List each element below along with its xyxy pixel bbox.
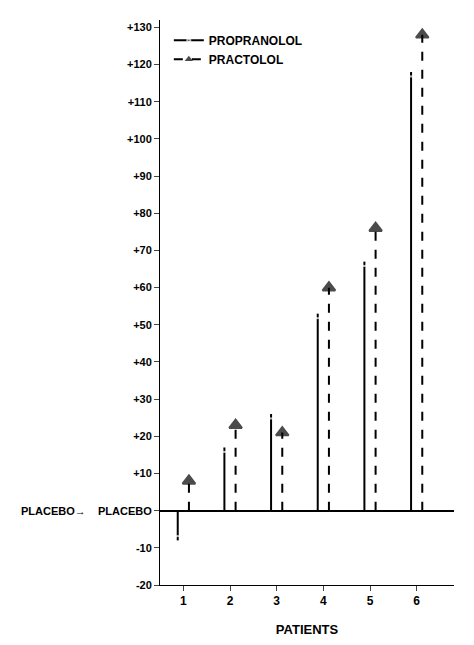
svg-text:+100: +100 — [127, 133, 152, 145]
svg-text:2: 2 — [227, 594, 234, 608]
svg-text:PATIENTS: PATIENTS — [276, 622, 339, 637]
svg-text:+40: +40 — [133, 356, 152, 368]
svg-text:+50: +50 — [133, 319, 152, 331]
svg-text:PROPRANOLOL: PROPRANOLOL — [209, 34, 302, 48]
svg-text:-10: -10 — [136, 542, 152, 554]
svg-text:3: 3 — [273, 594, 280, 608]
svg-text:+110: +110 — [128, 96, 152, 108]
svg-text:PRACTOLOL: PRACTOLOL — [209, 53, 283, 67]
svg-text:+90: +90 — [133, 170, 152, 182]
svg-text:+130: +130 — [127, 21, 152, 33]
svg-text:PLACEBO→: PLACEBO→ — [21, 505, 86, 517]
svg-text:+20: +20 — [133, 430, 152, 442]
svg-text:5: 5 — [367, 594, 374, 608]
svg-text:+60: +60 — [133, 281, 152, 293]
svg-text:+120: +120 — [127, 58, 152, 70]
svg-text:PLACEBO: PLACEBO — [98, 505, 152, 517]
svg-text:4: 4 — [320, 594, 327, 608]
svg-text:+30: +30 — [133, 393, 152, 405]
svg-text:-20: -20 — [136, 579, 152, 591]
svg-text:+80: +80 — [133, 207, 152, 219]
svg-text:+10: +10 — [133, 467, 152, 479]
svg-text:1: 1 — [180, 594, 187, 608]
svg-text:6: 6 — [413, 594, 420, 608]
svg-text:+70: +70 — [133, 244, 152, 256]
